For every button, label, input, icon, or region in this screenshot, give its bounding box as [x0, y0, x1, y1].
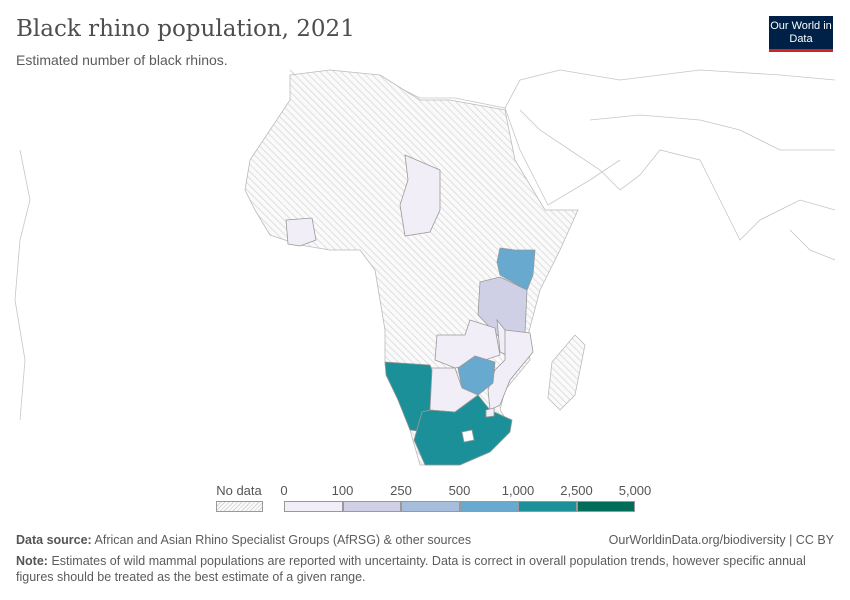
note-label: Note:: [16, 554, 48, 568]
legend-tick: 250: [390, 483, 412, 498]
legend-tick: 2,500: [560, 483, 593, 498]
country-cote-divoire[interactable]: [285, 217, 317, 247]
owid-logo[interactable]: Our World in Data: [769, 16, 833, 52]
legend-tick: 0: [280, 483, 288, 498]
legend-bin-1[interactable]: [342, 501, 401, 512]
logo-text: Our World in Data: [770, 20, 832, 45]
source-url[interactable]: OurWorldinData.org/biodiversity | CC BY: [608, 533, 834, 547]
legend-tick: 5,000: [618, 483, 652, 498]
country-mozambique[interactable]: [487, 329, 534, 411]
legend-bin-5[interactable]: [576, 501, 635, 512]
country-chad[interactable]: [399, 154, 441, 237]
country-eswatini[interactable]: [485, 407, 495, 418]
legend-bin-3[interactable]: [459, 501, 518, 512]
country-lesotho[interactable]: [461, 429, 475, 443]
legend-tick: 100: [331, 483, 354, 498]
note: Note: Estimates of wild mammal populatio…: [16, 553, 816, 585]
note-text: Estimates of wild mammal populations are…: [16, 554, 806, 584]
chart-title: Black rhino population, 2021: [16, 16, 355, 42]
legend-bin-0[interactable]: [284, 501, 343, 512]
legend-bin-4[interactable]: [518, 501, 577, 512]
legend-bin-2[interactable]: [401, 501, 460, 512]
source-label: Data source:: [16, 533, 92, 547]
chart-subtitle: Estimated number of black rhinos.: [16, 52, 228, 68]
legend-tick: 500: [448, 483, 471, 498]
data-source: Data source: African and Asian Rhino Spe…: [16, 533, 471, 547]
legend: No data 0 100 250 500 1,000 2,500 5,000: [0, 478, 850, 518]
legend-no-data-label: No data: [216, 483, 262, 498]
legend-no-data-swatch[interactable]: [216, 501, 263, 512]
country-kenya[interactable]: [496, 247, 536, 291]
context-borders: [14, 69, 836, 421]
source-text[interactable]: African and Asian Rhino Specialist Group…: [94, 533, 472, 547]
madagascar: [547, 334, 586, 411]
legend-tick: 1,000: [501, 483, 535, 498]
africa-map: [14, 69, 836, 466]
